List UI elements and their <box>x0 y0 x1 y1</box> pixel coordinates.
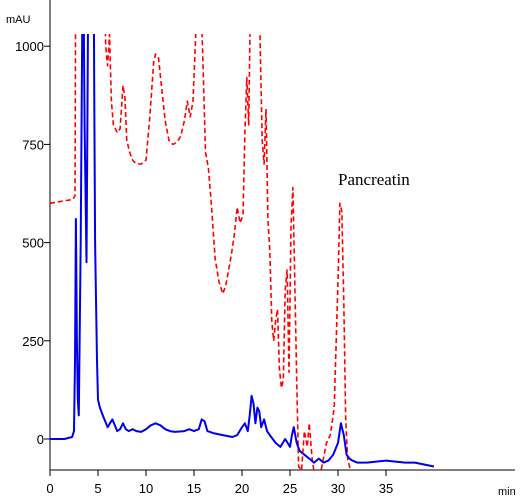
x-tick-label: 20 <box>235 481 249 496</box>
series-layer <box>50 34 435 470</box>
series-line-dashed <box>50 34 352 470</box>
y-ticks: 025050075010001250150017502000 <box>15 39 50 447</box>
x-tick-label: 0 <box>46 481 53 496</box>
y-tick-label: 250 <box>22 334 44 349</box>
y-tick-label: 0 <box>37 432 44 447</box>
pancreatin-annotation: Pancreatin <box>338 170 410 189</box>
x-tick-label: 25 <box>283 481 297 496</box>
x-tick-label: 15 <box>187 481 201 496</box>
y-tick-label: 1000 <box>15 39 44 54</box>
y-axis-unit-label: mAU <box>6 14 31 26</box>
y-tick-label: 500 <box>22 236 44 251</box>
y-tick-label: 750 <box>22 137 44 152</box>
y-axis: mAU <box>6 0 51 470</box>
x-tick-label: 35 <box>379 481 393 496</box>
x-axis: min <box>50 469 516 496</box>
series-line-solid <box>50 34 435 468</box>
x-tick-label: 30 <box>331 481 345 496</box>
x-axis-unit-label: min <box>498 486 516 496</box>
x-tick-label: 10 <box>139 481 153 496</box>
x-tick-label: 5 <box>94 481 101 496</box>
x-ticks: 0 5 10 15 20 25 30 35 <box>46 470 393 496</box>
